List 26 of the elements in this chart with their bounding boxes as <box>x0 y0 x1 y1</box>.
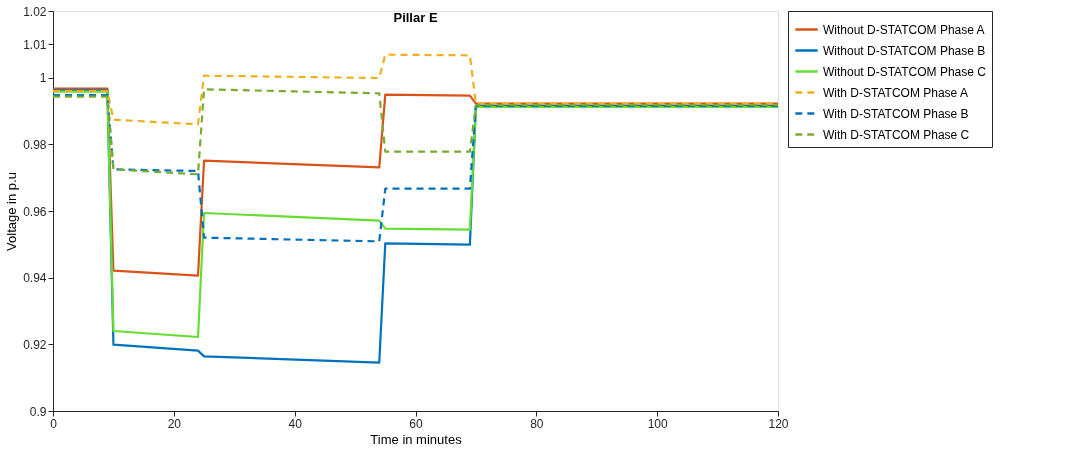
y-tick-label: 0.9 <box>29 404 47 419</box>
legend-label: With D-STATCOM Phase A <box>823 85 968 100</box>
y-tick-label: 0.94 <box>23 271 47 286</box>
y-tick-label: 1.02 <box>23 4 47 19</box>
x-axis-title: Time in minutes <box>370 431 463 447</box>
legend-label: Without D-STATCOM Phase A <box>823 22 985 37</box>
x-tick-label: 120 <box>768 416 789 431</box>
y-tick-label: 0.92 <box>23 337 47 352</box>
y-tick-label: 0.98 <box>23 137 47 152</box>
legend-label: Without D-STATCOM Phase B <box>823 43 986 58</box>
line-series <box>53 88 778 176</box>
y-tick-label: 0.96 <box>23 204 47 219</box>
chart-title: Pillar E <box>393 10 438 25</box>
x-tick-label: 40 <box>288 416 303 431</box>
x-tick-label: 20 <box>167 416 182 431</box>
x-tick-label: 100 <box>647 416 668 431</box>
y-axis-title: Voltage in p.u <box>4 172 20 251</box>
legend-label: Without D-STATCOM Phase C <box>823 64 987 79</box>
y-tick-label: 1 <box>39 71 47 86</box>
x-tick-label: 60 <box>409 416 423 431</box>
legend-label: With D-STATCOM Phase B <box>823 106 969 121</box>
y-tick-label: 1.01 <box>23 37 47 52</box>
x-tick-label: 80 <box>530 416 544 431</box>
line-series <box>53 87 778 277</box>
legend-label: With D-STATCOM Phase C <box>823 127 970 142</box>
x-tick-label: 0 <box>50 416 58 431</box>
